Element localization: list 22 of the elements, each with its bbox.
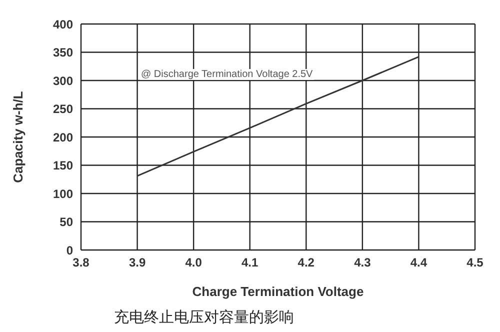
annotation: @ Discharge Termination Voltage 2.5V — [140, 69, 314, 80]
y-tick-label: 150 — [52, 158, 74, 173]
y-tick-label: 100 — [52, 186, 74, 201]
y-tick-label: 300 — [52, 74, 74, 88]
line-series — [136, 56, 420, 177]
text: 充电终止电压对容量的影响 — [114, 308, 294, 327]
y-tick-label: 400 — [52, 17, 74, 32]
x-tick-label: 4.4 — [410, 256, 428, 270]
y-tick-label: 250 — [52, 102, 74, 116]
x-tick-label: 4.0 — [185, 256, 202, 270]
x-tick-label: 4.1 — [242, 256, 259, 270]
x-tick-label: 4.5 — [466, 256, 484, 270]
y-tick-label: 0 — [66, 243, 74, 258]
y-tick-label: 50 — [60, 215, 74, 230]
y-axis-title: Capacity w-h/L — [10, 91, 26, 183]
x-tick-label: 4.2 — [298, 256, 315, 270]
x-axis-title: Charge Termination Voltage — [192, 284, 364, 299]
x-tick-label: 3.9 — [128, 256, 146, 270]
x-tick-label: 3.8 — [72, 256, 90, 270]
y-tick-label: 200 — [52, 130, 74, 144]
x-tick-label: 4.3 — [354, 256, 372, 270]
y-tick-label: 350 — [52, 46, 74, 60]
